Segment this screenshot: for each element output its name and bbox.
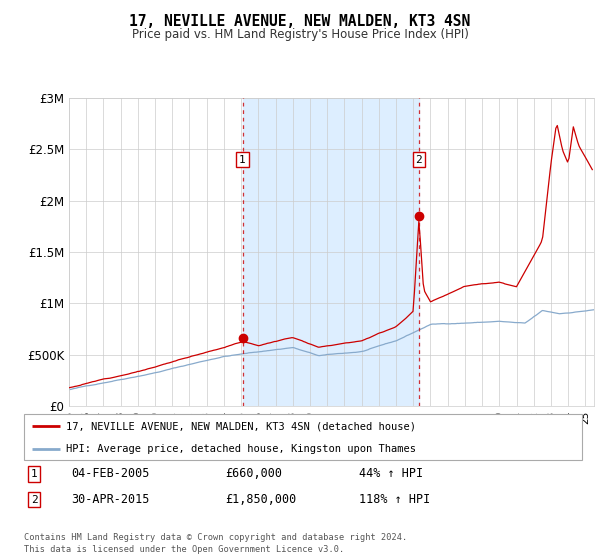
Text: 2: 2 xyxy=(416,155,422,165)
FancyBboxPatch shape xyxy=(24,414,582,460)
Text: 1: 1 xyxy=(239,155,246,165)
Text: Contains HM Land Registry data © Crown copyright and database right 2024.: Contains HM Land Registry data © Crown c… xyxy=(24,533,407,542)
Text: 118% ↑ HPI: 118% ↑ HPI xyxy=(359,493,430,506)
Text: 04-FEB-2005: 04-FEB-2005 xyxy=(71,468,150,480)
Text: £660,000: £660,000 xyxy=(225,468,282,480)
Text: 30-APR-2015: 30-APR-2015 xyxy=(71,493,150,506)
Text: £1,850,000: £1,850,000 xyxy=(225,493,296,506)
Text: This data is licensed under the Open Government Licence v3.0.: This data is licensed under the Open Gov… xyxy=(24,545,344,554)
Text: 2: 2 xyxy=(31,494,37,505)
Text: Price paid vs. HM Land Registry's House Price Index (HPI): Price paid vs. HM Land Registry's House … xyxy=(131,28,469,41)
Text: 17, NEVILLE AVENUE, NEW MALDEN, KT3 4SN: 17, NEVILLE AVENUE, NEW MALDEN, KT3 4SN xyxy=(130,14,470,29)
Text: 44% ↑ HPI: 44% ↑ HPI xyxy=(359,468,423,480)
Text: HPI: Average price, detached house, Kingston upon Thames: HPI: Average price, detached house, King… xyxy=(66,444,416,454)
Bar xyxy=(242,98,419,406)
Text: 1: 1 xyxy=(31,469,37,479)
Text: 17, NEVILLE AVENUE, NEW MALDEN, KT3 4SN (detached house): 17, NEVILLE AVENUE, NEW MALDEN, KT3 4SN … xyxy=(66,421,416,431)
